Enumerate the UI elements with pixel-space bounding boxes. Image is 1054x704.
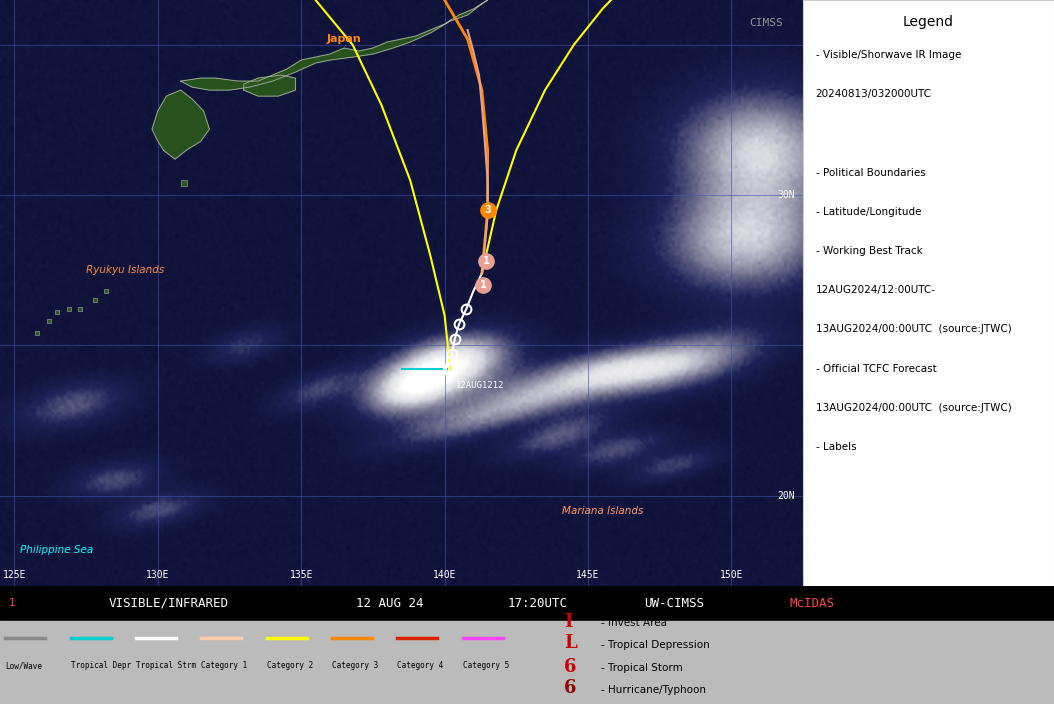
Text: - Visible/Shorwave IR Image: - Visible/Shorwave IR Image xyxy=(816,50,961,60)
Text: Philippine Sea: Philippine Sea xyxy=(20,545,94,555)
Text: - Working Best Track: - Working Best Track xyxy=(816,246,922,256)
Text: - Tropical Depression: - Tropical Depression xyxy=(601,640,709,650)
Text: 12AUG1212: 12AUG1212 xyxy=(456,382,505,391)
Text: 6: 6 xyxy=(564,679,577,697)
Text: Low/Wave: Low/Wave xyxy=(5,662,42,670)
Text: - Latitude/Longitude: - Latitude/Longitude xyxy=(816,207,921,217)
Text: 125E: 125E xyxy=(2,570,26,579)
Text: Category 3: Category 3 xyxy=(332,662,378,670)
Text: - Political Boundaries: - Political Boundaries xyxy=(816,168,925,177)
Text: 140E: 140E xyxy=(433,570,456,579)
Text: 6: 6 xyxy=(564,658,577,676)
Text: McIDAS: McIDAS xyxy=(789,597,834,610)
Text: I: I xyxy=(564,612,572,631)
Bar xyxy=(0,621,1054,704)
Text: Ryukyu Islands: Ryukyu Islands xyxy=(86,265,164,275)
Bar xyxy=(0,586,1054,621)
Polygon shape xyxy=(180,0,488,90)
Text: - Hurricane/Typhoon: - Hurricane/Typhoon xyxy=(601,684,706,695)
Text: UW-CIMSS: UW-CIMSS xyxy=(645,597,704,610)
Text: 13AUG2024/00:00UTC  (source:JTWC): 13AUG2024/00:00UTC (source:JTWC) xyxy=(816,325,1012,334)
Text: 150E: 150E xyxy=(720,570,743,579)
Text: 20240813/032000UTC: 20240813/032000UTC xyxy=(816,89,932,99)
Text: Category 2: Category 2 xyxy=(267,662,313,670)
Text: Tropical Strm: Tropical Strm xyxy=(136,662,196,670)
Text: Category 5: Category 5 xyxy=(463,662,509,670)
Text: 3: 3 xyxy=(484,206,491,215)
Text: 135E: 135E xyxy=(290,570,313,579)
Polygon shape xyxy=(152,90,210,159)
Polygon shape xyxy=(243,75,295,96)
Text: 30N: 30N xyxy=(777,190,795,200)
Text: 12 AUG 24: 12 AUG 24 xyxy=(356,597,424,610)
Text: Category 4: Category 4 xyxy=(397,662,444,670)
Text: 145E: 145E xyxy=(577,570,600,579)
Text: 1: 1 xyxy=(483,256,489,266)
Text: - Invest Area: - Invest Area xyxy=(601,618,667,628)
Text: L: L xyxy=(564,634,577,652)
Text: 1: 1 xyxy=(8,598,15,608)
Text: CIMSS: CIMSS xyxy=(749,18,783,27)
Text: Japan: Japan xyxy=(327,34,362,44)
Text: - Labels: - Labels xyxy=(816,442,856,452)
Text: Legend: Legend xyxy=(903,15,954,29)
Text: 20N: 20N xyxy=(777,491,795,501)
Text: 1: 1 xyxy=(480,280,487,290)
Text: - Official TCFC Forecast: - Official TCFC Forecast xyxy=(816,364,936,374)
Text: 130E: 130E xyxy=(147,570,170,579)
Text: 13AUG2024/00:00UTC  (source:JTWC): 13AUG2024/00:00UTC (source:JTWC) xyxy=(816,403,1012,413)
Text: - Tropical Storm: - Tropical Storm xyxy=(601,663,683,673)
Text: VISIBLE/INFRARED: VISIBLE/INFRARED xyxy=(109,597,229,610)
Text: Tropical Depr: Tropical Depr xyxy=(71,662,131,670)
Text: Category 1: Category 1 xyxy=(201,662,248,670)
Text: 12AUG2024/12:00UTC-: 12AUG2024/12:00UTC- xyxy=(816,285,936,295)
Text: 17:20UTC: 17:20UTC xyxy=(508,597,567,610)
Text: Mariana Islands: Mariana Islands xyxy=(562,505,643,515)
